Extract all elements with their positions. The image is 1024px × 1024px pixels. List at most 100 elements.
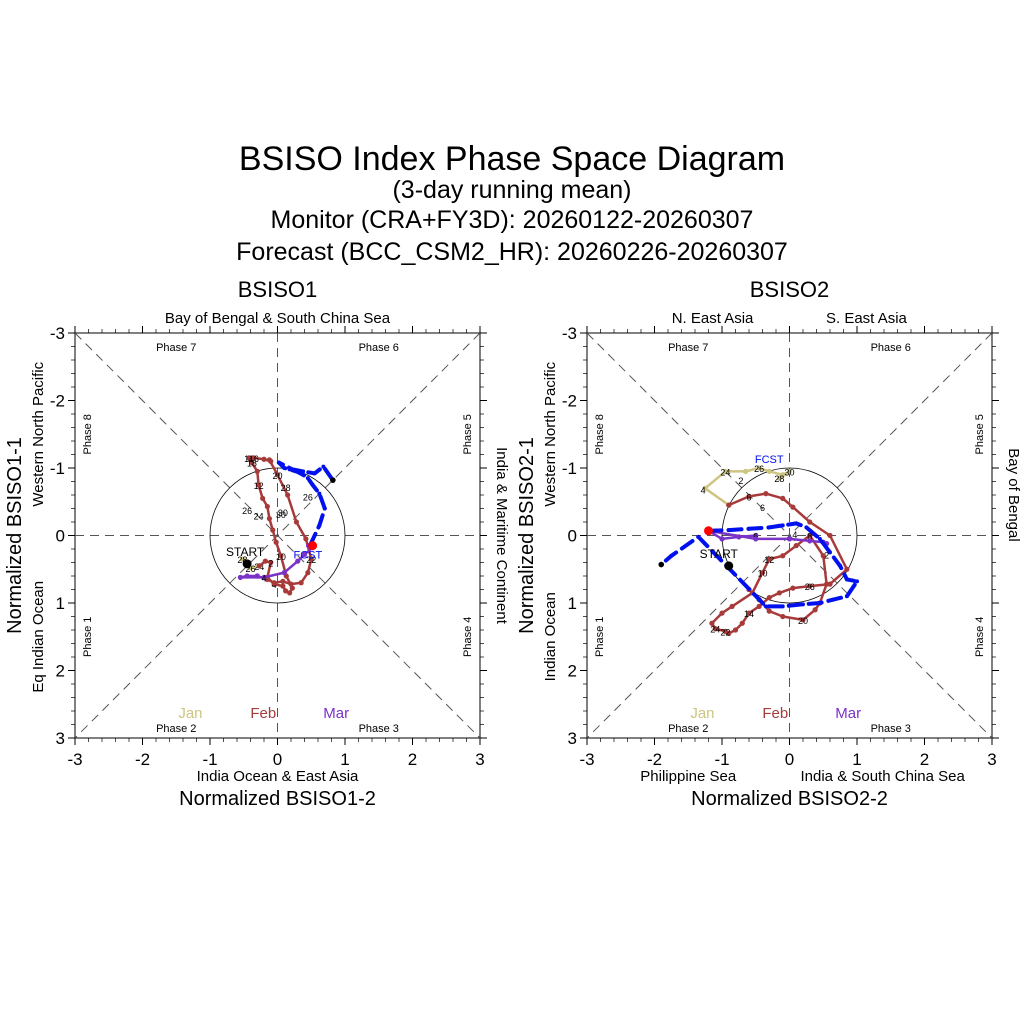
p2-series-forecast-point bbox=[828, 550, 832, 555]
p1-series-feb-point bbox=[262, 558, 268, 564]
p1-series-forecast-point bbox=[294, 469, 299, 474]
p1-phase-4: Phase 4 bbox=[462, 617, 474, 657]
main-title: BSISO Index Phase Space Diagram bbox=[238, 140, 786, 178]
p2-start-label: START bbox=[700, 547, 739, 561]
p2-region-top-left: N. East Asia bbox=[672, 310, 754, 327]
p2-series-feb-point bbox=[790, 585, 796, 591]
p1-y-tick-label: 3 bbox=[56, 729, 65, 748]
p1-day-label-extra: 26 bbox=[242, 506, 252, 516]
p2-day-label: 14 bbox=[744, 609, 754, 619]
p2-series-feb-point bbox=[722, 628, 728, 634]
p2-start-marker bbox=[724, 561, 734, 571]
p1-series-forecast-point bbox=[312, 471, 317, 476]
subtitle: (3-day running mean) bbox=[392, 176, 632, 204]
p1-y-axis-title: Normalized BSISO1-1 bbox=[4, 437, 26, 634]
p1-series-mar-point bbox=[295, 558, 301, 564]
p2-series-forecast-point bbox=[844, 594, 849, 599]
p1-series-feb-point bbox=[266, 516, 272, 522]
p2-legend-jan: Jan bbox=[690, 705, 714, 722]
p2-region-left-upper: Western North Pacific bbox=[542, 361, 559, 506]
p2-phase-3: Phase 3 bbox=[871, 723, 911, 735]
p2-phase-2: Phase 2 bbox=[668, 723, 708, 735]
p2-series-mar-point bbox=[807, 538, 813, 544]
p1-day-label: 14 bbox=[244, 454, 254, 464]
p2-y-tick-label: 1 bbox=[568, 594, 577, 613]
p2-series-feb-point bbox=[746, 610, 752, 616]
p1-day-label: 12 bbox=[254, 481, 264, 491]
p2-x-tick-label: 0 bbox=[785, 750, 794, 769]
p1-series-feb-point bbox=[266, 457, 272, 463]
p2-region-top-right: S. East Asia bbox=[826, 310, 908, 327]
p2-title: BSISO2 bbox=[750, 277, 829, 302]
p2-series-forecast-point bbox=[844, 577, 849, 582]
p2-series-forecast-point bbox=[855, 579, 859, 584]
p2-region-bottom-left: Philippine Sea bbox=[640, 768, 737, 785]
p1-region-left-upper: Western North Pacific bbox=[30, 361, 47, 506]
p2-series-feb-point bbox=[844, 566, 850, 572]
p1-series-forecast-point bbox=[305, 476, 310, 481]
p2-series-feb-point bbox=[812, 607, 818, 613]
p2-series-feb-point bbox=[766, 595, 772, 601]
p1-series-feb-point bbox=[273, 539, 279, 545]
p2-day-label: 20 bbox=[798, 616, 808, 626]
p1-y-tick-label: -2 bbox=[50, 392, 65, 411]
p1-legend-mar: Mar bbox=[323, 705, 349, 722]
p1-series-feb-point bbox=[270, 527, 276, 533]
p2-series-mar-point bbox=[753, 536, 759, 542]
p2-series-feb-point bbox=[759, 570, 766, 576]
p2-series-feb-point bbox=[800, 617, 806, 623]
p2-series-feb-point bbox=[732, 627, 739, 633]
p2-x-tick-label: -1 bbox=[714, 750, 729, 769]
p1-series-feb-point bbox=[288, 581, 294, 587]
p1-x-tick-label: 2 bbox=[408, 750, 417, 769]
p2-day-label: 8 bbox=[807, 532, 812, 542]
p2-series-feb-point bbox=[807, 519, 813, 525]
p2-series-forecast-point bbox=[780, 523, 785, 528]
p1-series-feb-point bbox=[280, 578, 286, 585]
p2-series-feb-point bbox=[827, 532, 833, 539]
p1-series-forecast-point bbox=[321, 464, 326, 469]
p1-phase-6: Phase 6 bbox=[359, 342, 399, 354]
p1-y-tick-label: -3 bbox=[50, 324, 65, 343]
p1-series-feb-point bbox=[289, 585, 295, 591]
p2-series-mar-point bbox=[786, 536, 793, 542]
p2-day-label-extra: 2 bbox=[738, 476, 743, 486]
p2-series-feb-point bbox=[763, 491, 769, 497]
p2-phase-7: Phase 7 bbox=[668, 342, 708, 354]
p1-y-tick-label: 1 bbox=[56, 594, 65, 613]
p1-region-right: India & Maritime Continent bbox=[493, 447, 510, 625]
p1-unit-circle bbox=[209, 467, 346, 604]
p2-y-tick-label: -2 bbox=[562, 392, 577, 411]
p1-y-tick-label: 0 bbox=[56, 527, 65, 546]
p1-series-forecast-point bbox=[282, 466, 287, 470]
p2-region-left-lower: Indian Ocean bbox=[542, 592, 559, 681]
p1-series-jan-point bbox=[239, 556, 245, 562]
p1-series-mar-point bbox=[261, 574, 267, 580]
p2-day-label: 6 bbox=[746, 492, 751, 502]
p2-series-feb-point bbox=[766, 608, 772, 614]
p2-phase-4: Phase 4 bbox=[974, 617, 986, 657]
p2-day-label: 24 bbox=[710, 625, 720, 635]
p2-forecast-end-dot bbox=[658, 561, 665, 568]
p2-series-forecast-point bbox=[794, 521, 799, 526]
p1-x-tick-label: 3 bbox=[475, 750, 484, 769]
p2-y-tick-label: -3 bbox=[562, 324, 577, 343]
p1-day-label: 28 bbox=[237, 555, 247, 565]
p2-today-marker bbox=[704, 526, 713, 536]
p1-series-feb-point bbox=[308, 556, 314, 562]
p2-day-label-extra: 6 bbox=[760, 503, 765, 513]
p2-series-forecast-point bbox=[767, 525, 772, 530]
p1-legend-jan: Jan bbox=[178, 705, 202, 722]
p1-x-axis-title: Normalized BSISO1-2 bbox=[179, 788, 376, 810]
p2-series-forecast-point bbox=[669, 553, 674, 558]
p2-series-forecast-point bbox=[817, 601, 822, 605]
p1-series-feb-point bbox=[293, 519, 299, 525]
p2-x-tick-label: -3 bbox=[579, 750, 594, 769]
p1-series-feb-point bbox=[256, 482, 262, 488]
p2-series-feb-point bbox=[756, 603, 762, 609]
p2-series-feb-point bbox=[766, 556, 772, 562]
p2-series-feb-point bbox=[729, 603, 735, 609]
p2-series-feb-point bbox=[807, 532, 813, 539]
p1-series-forecast-line bbox=[276, 460, 335, 548]
p1-day-label-extra: 30 bbox=[278, 508, 288, 518]
